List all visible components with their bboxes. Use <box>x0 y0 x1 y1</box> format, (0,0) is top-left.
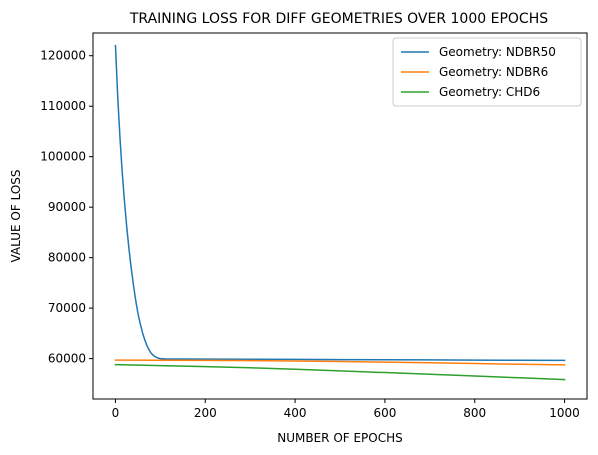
x-tick-label: 600 <box>373 406 396 420</box>
series-line-2 <box>114 359 566 366</box>
x-tick-label: 200 <box>194 406 217 420</box>
x-tick-label: 0 <box>112 406 120 420</box>
series-line-3 <box>114 363 566 381</box>
legend-entry: Geometry: CHD6 <box>439 85 540 99</box>
series-line-1 <box>114 44 566 362</box>
chart-title: TRAINING LOSS FOR DIFF GEOMETRIES OVER 1… <box>129 11 548 27</box>
series-layer <box>114 44 566 381</box>
y-tick-label: 120000 <box>40 49 86 63</box>
x-tick-label: 800 <box>463 406 486 420</box>
legend-entry: Geometry: NDBR6 <box>439 65 548 79</box>
x-tick-label: 1000 <box>549 406 580 420</box>
legend-box <box>392 37 582 107</box>
y-tick-label: 110000 <box>40 99 86 113</box>
x-axis-label: NUMBER OF EPOCHS <box>277 431 403 445</box>
y-axis: 60000 70000 80000 90000 100000 110000 120000 <box>40 49 93 366</box>
y-tick-label: 80000 <box>48 251 86 265</box>
x-axis: 0 200 400 600 800 1000 <box>112 399 580 420</box>
x-tick-label: 400 <box>284 406 307 420</box>
y-tick-label: 90000 <box>48 200 86 214</box>
y-tick-label: 100000 <box>40 150 86 164</box>
legend-entry: Geometry: NDBR50 <box>439 45 556 59</box>
y-tick-label: 60000 <box>48 352 86 366</box>
legend: Geometry: NDBR50 Geometry: NDBR6 Geometry:… <box>392 37 582 107</box>
plot-frame <box>92 32 588 400</box>
y-axis-label: VALUE OF LOSS <box>9 169 23 262</box>
y-tick-label: 70000 <box>48 301 86 315</box>
